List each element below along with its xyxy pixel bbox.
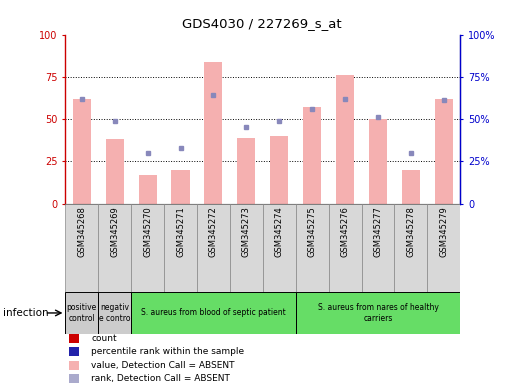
Bar [65,292,98,334]
Text: GSM345270: GSM345270 [143,206,152,257]
Bar [204,61,222,204]
Bar [164,204,197,292]
Text: percentile rank within the sample: percentile rank within the sample [91,347,244,356]
Bar [131,292,295,334]
Bar [263,204,295,292]
Bar [369,119,387,204]
Bar [435,99,453,204]
Bar [336,75,354,204]
Bar [295,204,328,292]
Text: value, Detection Call = ABSENT: value, Detection Call = ABSENT [91,361,234,369]
Text: GSM345271: GSM345271 [176,206,185,257]
Text: GDS4030 / 227269_s_at: GDS4030 / 227269_s_at [181,17,342,30]
Text: GSM345274: GSM345274 [275,206,284,257]
Bar [70,374,79,383]
Text: GSM345273: GSM345273 [242,206,251,257]
Bar [98,292,131,334]
Text: infection: infection [3,308,48,318]
Text: GSM345276: GSM345276 [340,206,349,257]
Text: GSM345272: GSM345272 [209,206,218,257]
Text: GSM345278: GSM345278 [406,206,415,257]
Bar [427,204,460,292]
Bar [70,347,79,356]
Bar [230,204,263,292]
Bar [295,292,460,334]
Text: negativ
e contro: negativ e contro [99,303,130,323]
Bar [70,334,79,343]
Text: rank, Detection Call = ABSENT: rank, Detection Call = ABSENT [91,374,230,383]
Text: GSM345277: GSM345277 [373,206,382,257]
Bar [270,136,288,204]
Bar [139,175,157,204]
Text: S. aureus from blood of septic patient: S. aureus from blood of septic patient [141,308,286,318]
Text: GSM345268: GSM345268 [77,206,86,257]
Bar [303,107,321,204]
Bar [65,204,98,292]
Bar [106,139,124,204]
Text: GSM345279: GSM345279 [439,206,448,257]
Text: GSM345275: GSM345275 [308,206,316,257]
Text: GSM345269: GSM345269 [110,206,119,257]
Text: S. aureus from nares of healthy
carriers: S. aureus from nares of healthy carriers [317,303,438,323]
Bar [131,204,164,292]
Bar [328,204,361,292]
Bar [237,137,255,204]
Text: count: count [91,334,117,343]
Bar [402,170,420,204]
Bar [98,204,131,292]
Text: positive
control: positive control [67,303,97,323]
Bar [361,204,394,292]
Bar [73,99,91,204]
Bar [70,361,79,369]
Bar [394,204,427,292]
Bar [172,170,190,204]
Bar [197,204,230,292]
